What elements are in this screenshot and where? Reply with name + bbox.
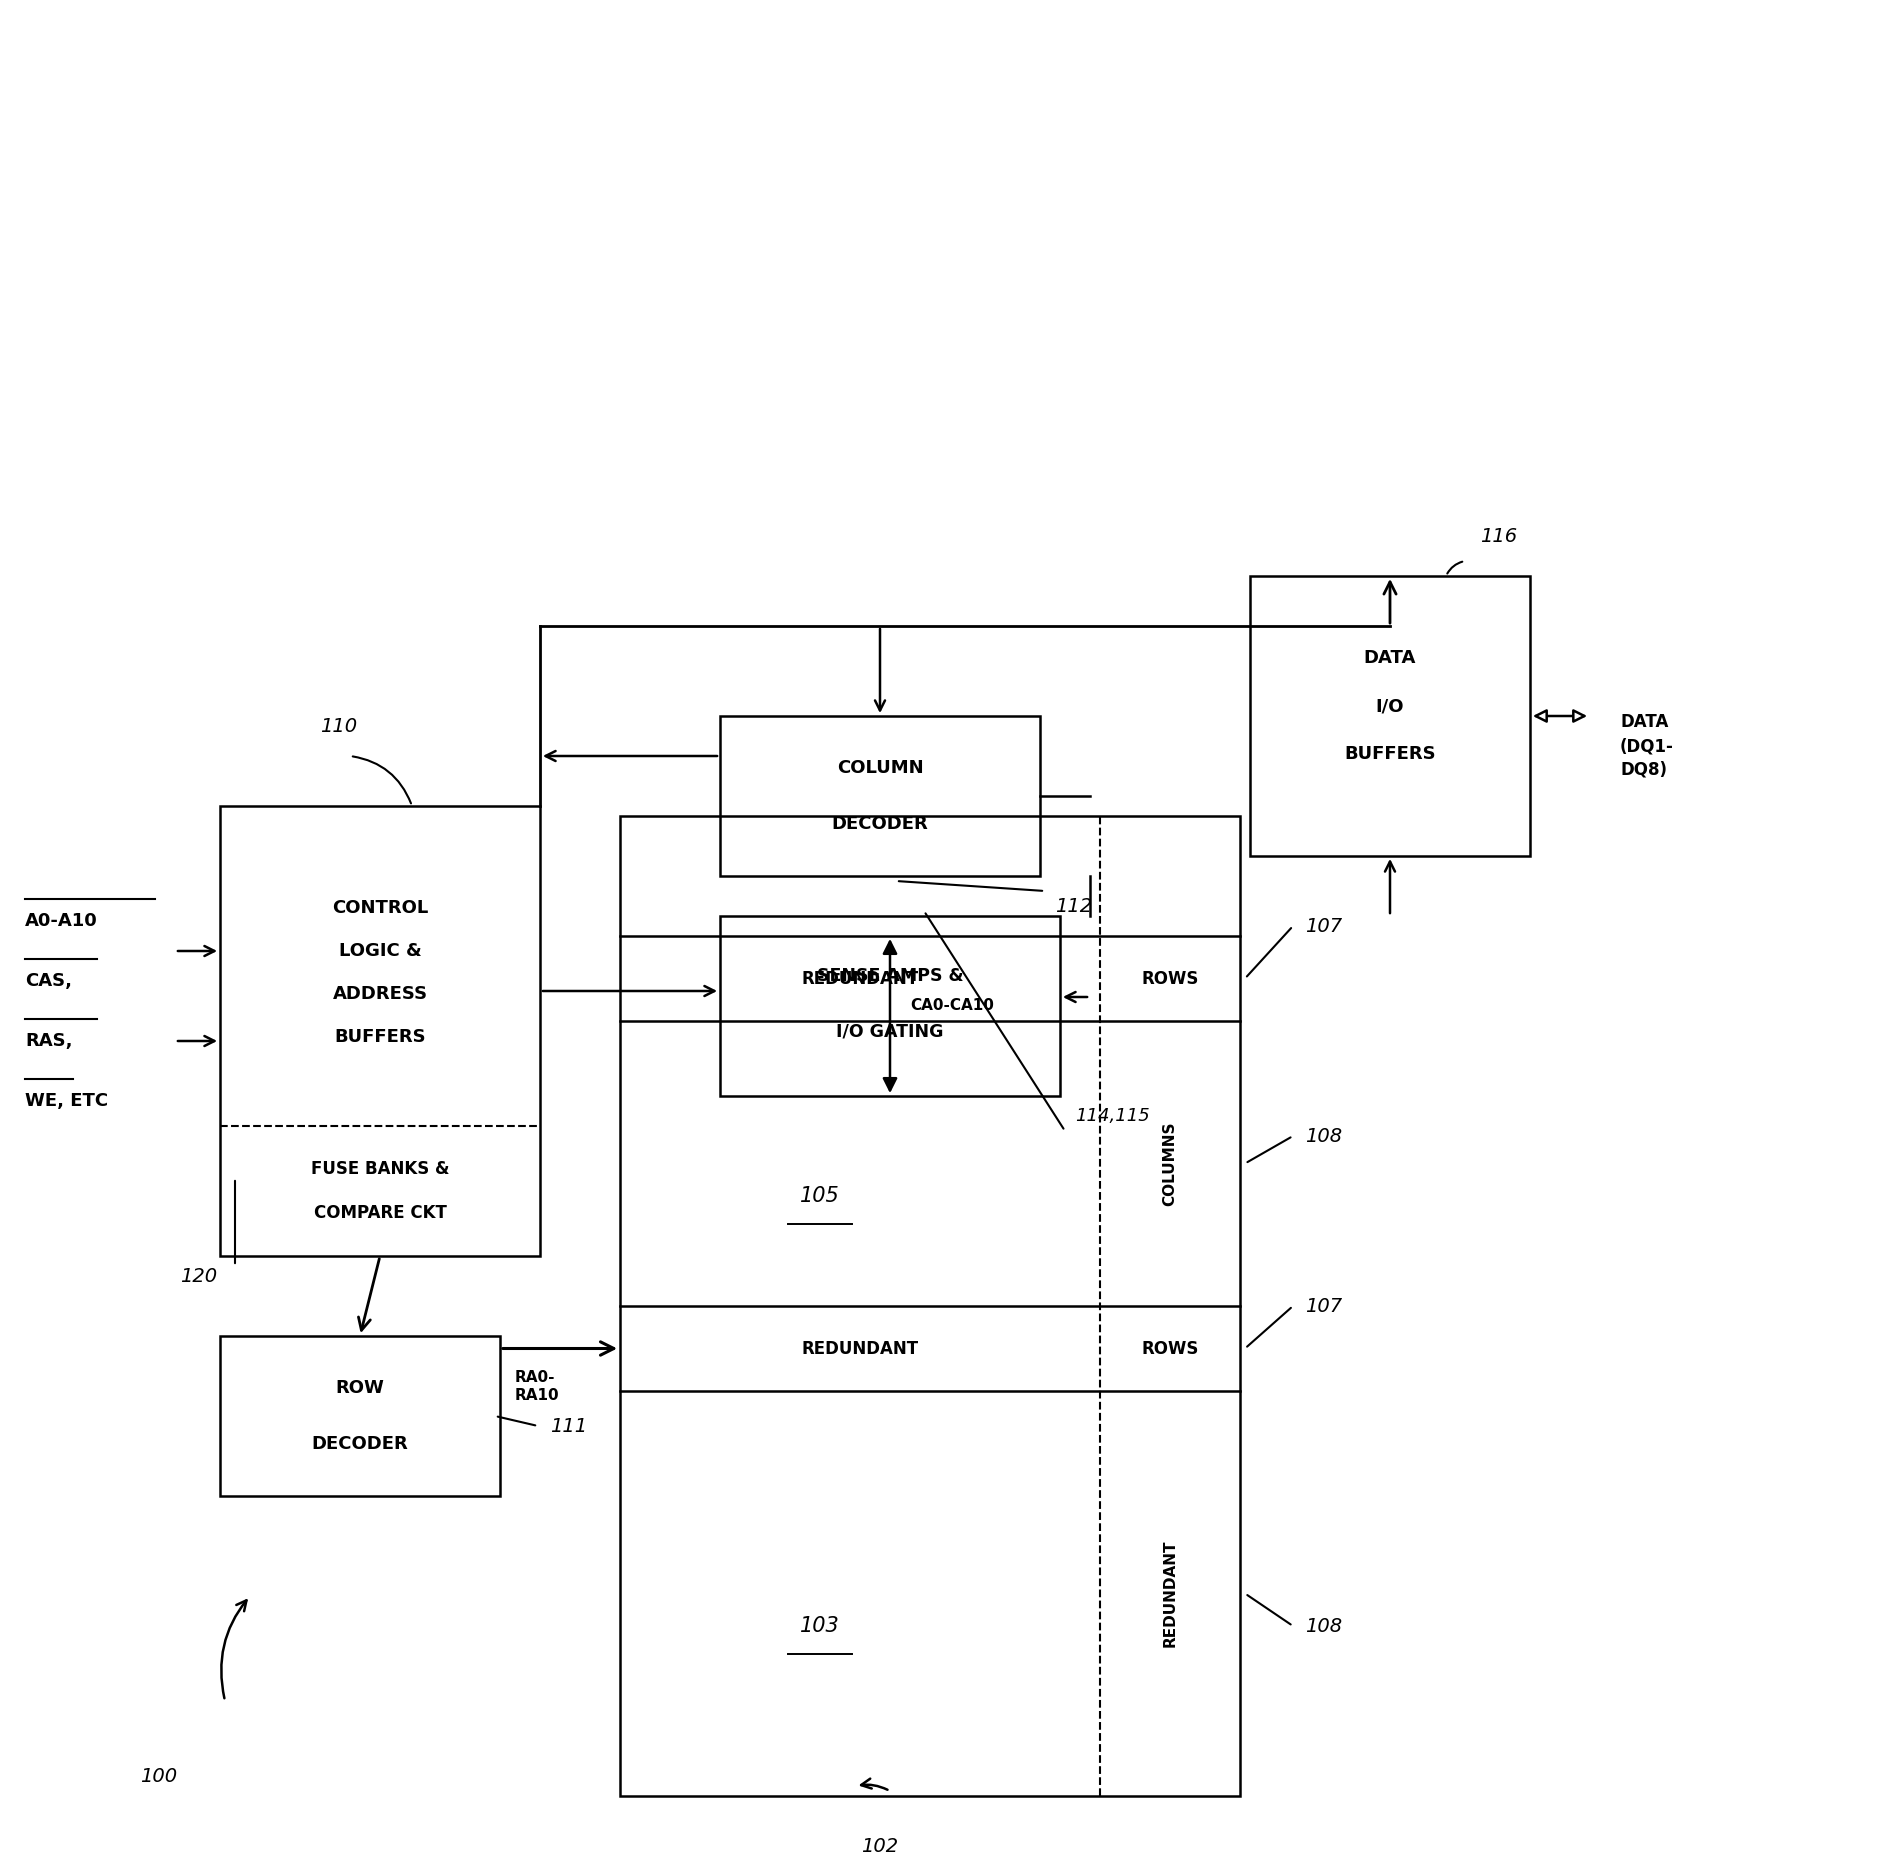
Text: RA0-
RA10: RA0- RA10: [516, 1369, 559, 1403]
Bar: [219, 1336, 501, 1495]
Bar: [720, 915, 1060, 1096]
Text: DATA
(DQ1-
DQ8): DATA (DQ1- DQ8): [1621, 713, 1674, 779]
Text: 110: 110: [319, 717, 357, 735]
Text: I/O: I/O: [1375, 698, 1404, 715]
Text: 103: 103: [801, 1615, 841, 1636]
Text: 105: 105: [801, 1186, 841, 1206]
Text: 108: 108: [1305, 1617, 1341, 1636]
Text: COLUMNS: COLUMNS: [1162, 1122, 1177, 1206]
Text: REDUNDANT: REDUNDANT: [801, 1339, 918, 1358]
Text: I/O GATING: I/O GATING: [837, 1022, 944, 1039]
Text: REDUNDANT: REDUNDANT: [801, 970, 918, 987]
Text: DECODER: DECODER: [831, 814, 927, 833]
Text: LOGIC &: LOGIC &: [338, 942, 421, 961]
Bar: [219, 807, 540, 1257]
Text: ROWS: ROWS: [1141, 1339, 1200, 1358]
Text: 114,115: 114,115: [1075, 1107, 1150, 1126]
Text: CA0-CA10: CA0-CA10: [910, 998, 994, 1013]
Text: DATA: DATA: [1364, 649, 1417, 668]
Text: COLUMN: COLUMN: [837, 760, 924, 777]
Text: 120: 120: [179, 1266, 217, 1285]
Text: REDUNDANT: REDUNDANT: [1162, 1540, 1177, 1647]
Text: ROWS: ROWS: [1141, 970, 1200, 987]
Text: A0-A10: A0-A10: [25, 912, 98, 930]
Text: WE, ETC: WE, ETC: [25, 1092, 108, 1111]
Text: 111: 111: [550, 1416, 587, 1435]
Text: 108: 108: [1305, 1126, 1341, 1146]
Text: BUFFERS: BUFFERS: [1345, 745, 1436, 764]
Bar: [1251, 576, 1530, 855]
Text: CAS,: CAS,: [25, 972, 72, 991]
Text: ROW: ROW: [336, 1379, 385, 1398]
Text: BUFFERS: BUFFERS: [334, 1028, 425, 1047]
Text: 112: 112: [1054, 897, 1092, 915]
Text: 107: 107: [1305, 917, 1341, 936]
Text: 107: 107: [1305, 1296, 1341, 1315]
Bar: [720, 717, 1041, 876]
Text: 102: 102: [861, 1837, 899, 1855]
Text: FUSE BANKS &: FUSE BANKS &: [312, 1159, 450, 1178]
Text: CONTROL: CONTROL: [332, 899, 429, 917]
Text: 100: 100: [140, 1767, 178, 1786]
Text: DECODER: DECODER: [312, 1435, 408, 1454]
Bar: [620, 816, 1239, 1795]
Text: 116: 116: [1479, 527, 1517, 546]
Text: ADDRESS: ADDRESS: [332, 985, 427, 1004]
Text: RAS,: RAS,: [25, 1032, 72, 1051]
Text: SENSE AMPS &: SENSE AMPS &: [816, 966, 963, 985]
Text: COMPARE CKT: COMPARE CKT: [314, 1204, 446, 1221]
